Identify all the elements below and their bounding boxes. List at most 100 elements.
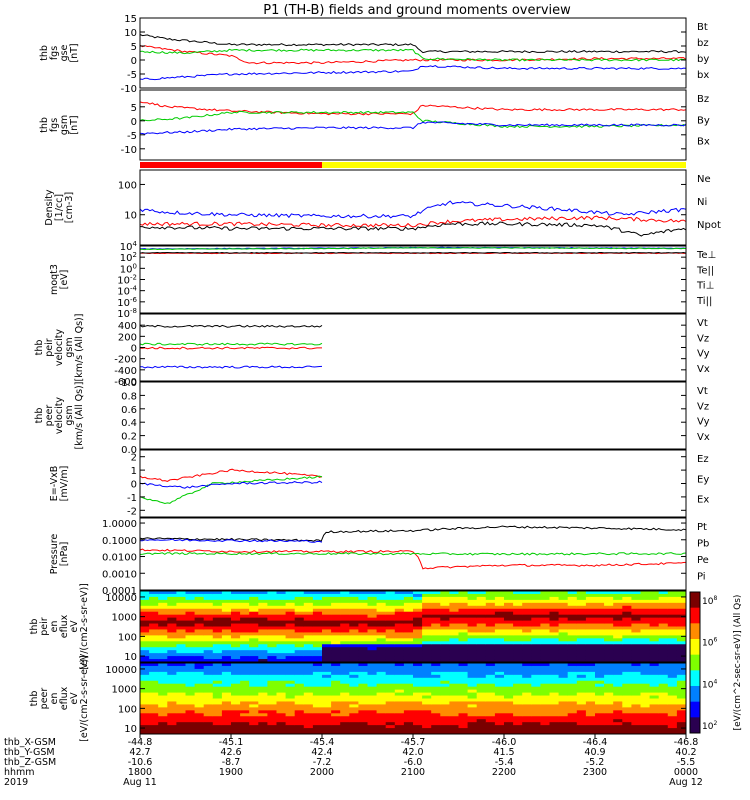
heatmap-cell xyxy=(331,623,341,627)
heatmap-cell xyxy=(185,647,196,651)
heatmap-cell xyxy=(240,608,250,613)
heatmap-cell xyxy=(231,602,241,607)
heatmap-cell xyxy=(322,671,332,676)
heatmap-cell xyxy=(549,689,560,694)
heatmap-cell xyxy=(467,620,478,625)
heatmap-cell xyxy=(640,674,651,679)
heatmap-cell xyxy=(176,605,186,610)
heatmap-cell xyxy=(622,683,632,688)
heatmap-cell xyxy=(649,647,660,651)
heatmap-cell xyxy=(458,695,469,699)
heatmap-cell xyxy=(340,641,350,645)
heatmap-cell xyxy=(676,632,687,636)
heatmap-cell xyxy=(649,620,660,625)
heatmap-cell xyxy=(176,591,186,595)
heatmap-cell xyxy=(413,671,423,676)
heatmap-cell xyxy=(212,626,223,630)
heatmap-cell xyxy=(576,665,587,670)
heatmap-cell xyxy=(513,725,523,729)
heatmap-cell xyxy=(494,668,505,673)
heatmap-cell xyxy=(176,692,186,697)
heatmap-cell xyxy=(158,692,168,697)
heatmap-cell xyxy=(485,647,496,651)
heatmap-cell xyxy=(212,698,223,702)
heatmap-cell xyxy=(303,591,314,595)
heatmap-cell xyxy=(658,716,669,720)
heatmap-cell xyxy=(267,668,277,673)
heatmap-cell xyxy=(394,686,405,691)
heatmap-cell xyxy=(476,611,487,616)
heatmap-cell xyxy=(240,626,250,630)
heatmap-cell xyxy=(494,614,505,619)
heatmap-cell xyxy=(585,713,596,717)
heatmap-cell xyxy=(567,671,578,676)
heatmap-cell xyxy=(303,638,314,642)
heatmap-cell xyxy=(312,698,323,702)
heatmap-cell xyxy=(349,698,359,702)
heatmap-cell xyxy=(640,635,651,639)
heatmap-cell xyxy=(294,695,305,699)
heatmap-cell xyxy=(331,599,341,604)
heatmap-cell xyxy=(203,599,214,604)
heatmap-cell xyxy=(249,689,259,694)
y-axis-label: eV xyxy=(69,620,80,633)
heatmap-cell xyxy=(504,623,514,627)
heatmap-cell xyxy=(267,647,277,651)
heatmap-cell xyxy=(513,731,523,735)
time-tick-y-gsm: 42.0 xyxy=(402,747,423,758)
heatmap-cell xyxy=(567,644,578,648)
heatmap-cell xyxy=(595,623,605,627)
heatmap-cell xyxy=(513,677,523,682)
heatmap-cell xyxy=(249,593,259,598)
heatmap-cell xyxy=(667,644,678,648)
heatmap-cell xyxy=(604,626,614,630)
heatmap-cell xyxy=(467,668,478,673)
heatmap-cell xyxy=(240,623,250,627)
heatmap-cell xyxy=(558,659,569,663)
heatmap-cell xyxy=(240,629,250,633)
heatmap-cell xyxy=(631,659,641,663)
heatmap-cell xyxy=(349,663,359,667)
heatmap-cell xyxy=(185,593,196,598)
heatmap-cell xyxy=(485,728,496,732)
heatmap-cell xyxy=(676,593,687,598)
y-tick-label: 5 xyxy=(131,103,137,114)
heatmap-cell xyxy=(322,668,332,673)
heatmap-cell xyxy=(558,623,569,627)
y-tick-label: -5 xyxy=(127,70,137,81)
heatmap-cell xyxy=(540,689,550,694)
heatmap-cell xyxy=(176,707,186,711)
heatmap-cell xyxy=(585,722,596,726)
heatmap-cell xyxy=(558,689,569,694)
heatmap-cell xyxy=(658,695,669,699)
y-axis-label: peer xyxy=(44,405,55,427)
heatmap-cell xyxy=(185,719,196,723)
heatmap-cell xyxy=(221,623,232,627)
y-axis-label: Pressure xyxy=(49,534,60,575)
heatmap-cell xyxy=(203,659,214,663)
heatmap-cell xyxy=(595,635,605,639)
heatmap-cell xyxy=(422,713,432,717)
heatmap-cell xyxy=(249,653,259,657)
heatmap-cell xyxy=(558,686,569,691)
heatmap-cell xyxy=(331,629,341,633)
heatmap-cell xyxy=(504,665,514,670)
heatmap-cell xyxy=(658,713,669,717)
heatmap-cell xyxy=(385,731,396,735)
heatmap-cell xyxy=(604,629,614,633)
heatmap-cell xyxy=(394,599,405,604)
heatmap-cell xyxy=(194,611,205,616)
heatmap-cell xyxy=(522,731,532,735)
heatmap-cell xyxy=(440,665,450,670)
heatmap-cell xyxy=(467,641,478,645)
heatmap-cell xyxy=(140,710,150,714)
heatmap-cell xyxy=(476,704,487,708)
heatmap-cell xyxy=(622,663,632,667)
heatmap-cell xyxy=(331,716,341,720)
heatmap-cell xyxy=(649,680,660,685)
heatmap-cell xyxy=(258,665,268,670)
heatmap-cell xyxy=(567,599,578,604)
heatmap-cell xyxy=(494,728,505,732)
heatmap-cell xyxy=(285,617,296,622)
heatmap-cell xyxy=(385,707,396,711)
